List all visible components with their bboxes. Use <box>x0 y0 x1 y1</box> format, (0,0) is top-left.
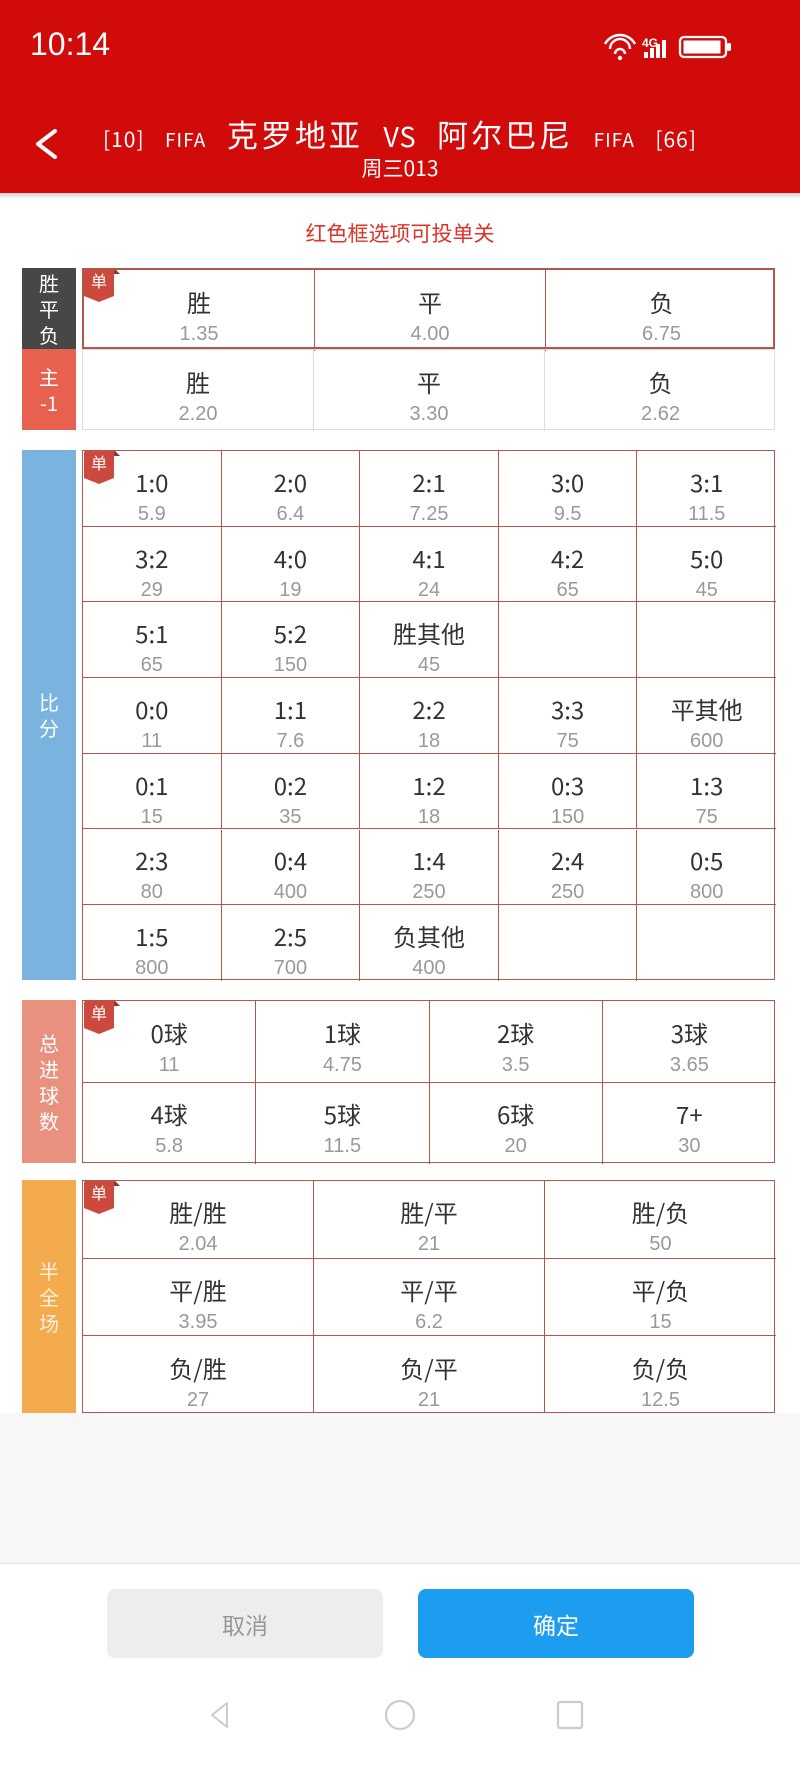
svg-text:4G: 4G <box>642 36 658 50</box>
